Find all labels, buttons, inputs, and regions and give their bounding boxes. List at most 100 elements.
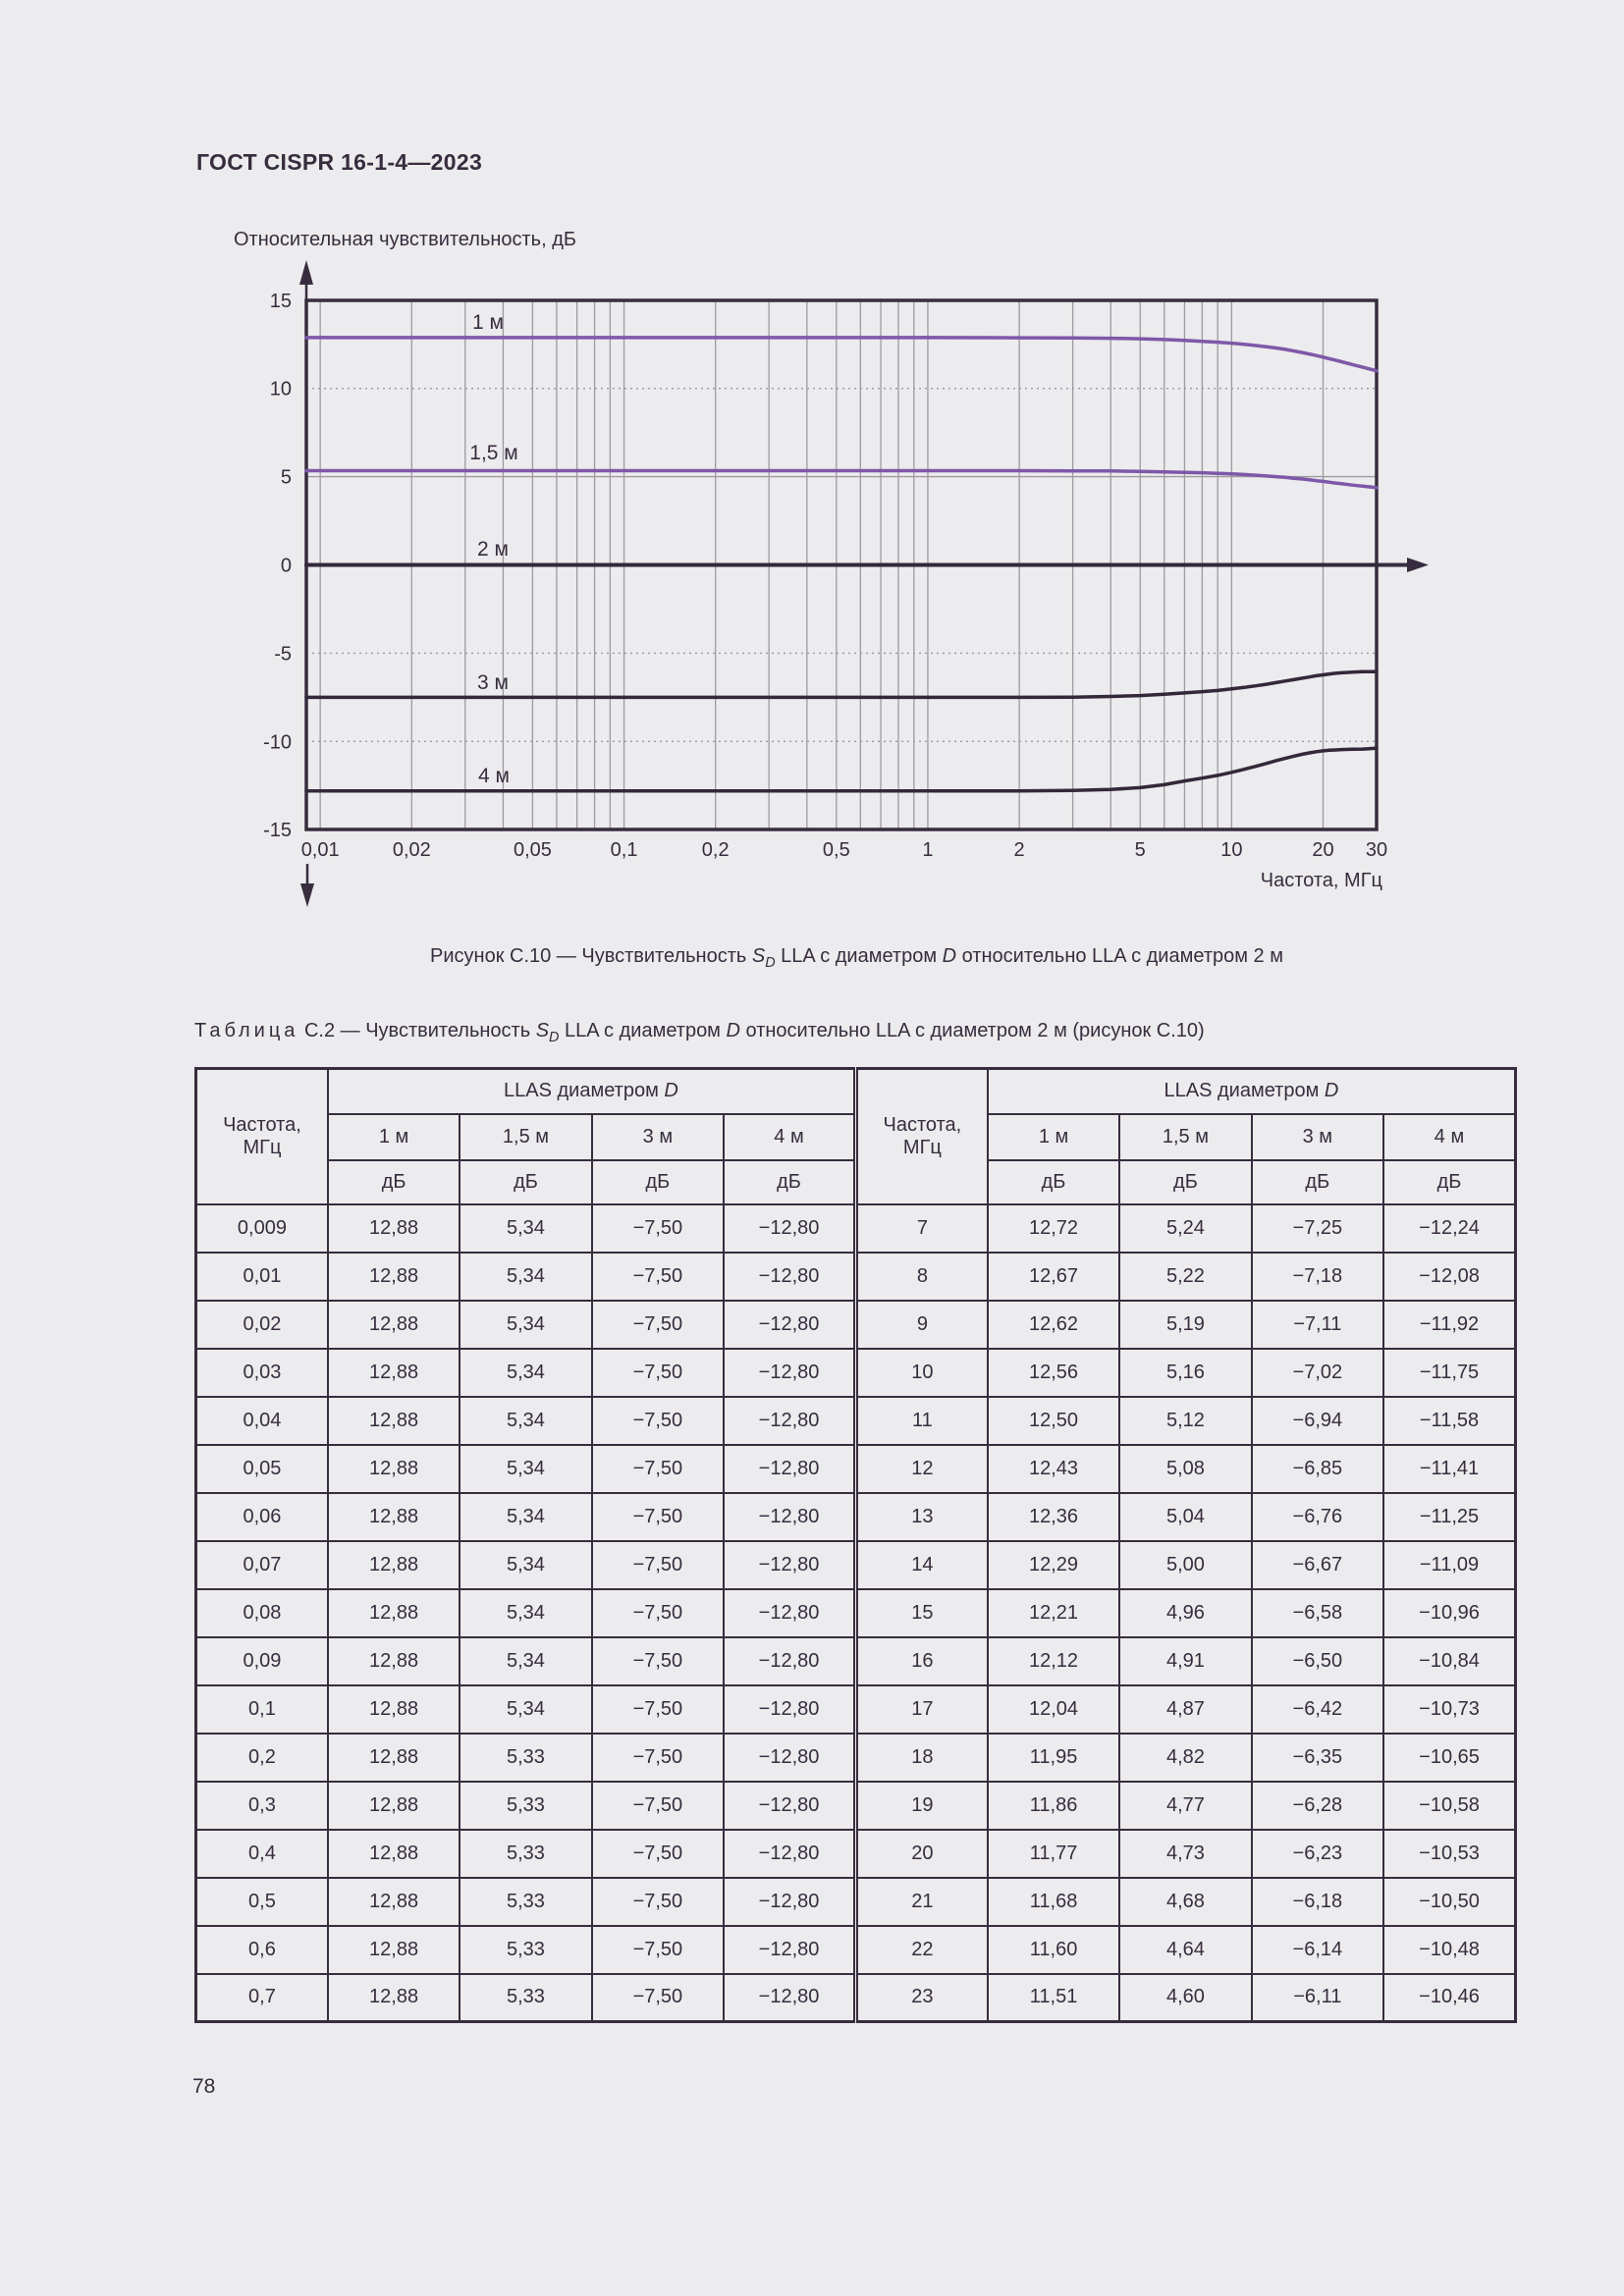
- value-cell: 12,88: [326, 1780, 461, 1831]
- freq-header-cell: Частота, МГц: [852, 1067, 989, 1205]
- frequency-cell: 21: [852, 1876, 989, 1927]
- value-cell: 12,43: [986, 1443, 1121, 1494]
- value-cell: −6,42: [1250, 1683, 1385, 1735]
- text-segment: D: [765, 955, 776, 972]
- unit-header-cell: дБ: [459, 1158, 593, 1205]
- value-cell: −7,50: [590, 1635, 726, 1686]
- y-tick-label: -15: [263, 820, 292, 841]
- frequency-cell: 0,009: [194, 1202, 329, 1254]
- x-tick-label: 0,1: [611, 839, 638, 861]
- value-cell: 12,12: [986, 1635, 1121, 1686]
- value-cell: −7,50: [590, 1491, 726, 1542]
- value-cell: −10,65: [1382, 1732, 1517, 1783]
- value-cell: 5,04: [1118, 1491, 1253, 1542]
- value-cell: 5,33: [459, 1972, 593, 2023]
- value-cell: 12,88: [326, 1539, 461, 1590]
- value-cell: −12,24: [1382, 1202, 1517, 1254]
- value-cell: 12,88: [326, 1202, 461, 1254]
- y-tick-label: 0: [281, 556, 292, 577]
- table-row: 0,6 12,88 5,33 −7,50 −12,80 22 11,60 4,64 −6,14−…: [194, 1924, 1517, 1975]
- frequency-cell: 0,01: [194, 1251, 329, 1302]
- value-cell: −12,80: [723, 1491, 857, 1542]
- curve-label: 1,5 м: [469, 442, 517, 464]
- text-segment: D: [1324, 1080, 1339, 1102]
- unit-header-cell: дБ: [1250, 1158, 1385, 1205]
- value-cell: 5,34: [459, 1635, 593, 1686]
- value-cell: 4,96: [1118, 1587, 1253, 1638]
- value-cell: 5,34: [459, 1491, 593, 1542]
- text-segment: относительно LLA с диаметром 2 м: [956, 945, 1283, 967]
- curve-label: 3 м: [477, 671, 509, 694]
- table-row: 0,2 12,88 5,33 −7,50 −12,80 18 11,95 4,82 −6,35−…: [194, 1732, 1517, 1783]
- text-segment: LLAS диаметром: [1164, 1080, 1325, 1102]
- x-tick-label: 0,05: [514, 839, 552, 861]
- value-cell: −12,80: [723, 1876, 857, 1927]
- value-cell: −7,18: [1250, 1251, 1385, 1302]
- frequency-cell: 0,04: [194, 1395, 329, 1446]
- value-cell: 5,34: [459, 1539, 593, 1590]
- table-row: 0,06 12,88 5,34 −7,50 −12,80 13 12,36 5,04 −6,76…: [194, 1491, 1517, 1542]
- value-cell: 12,88: [326, 1251, 461, 1302]
- value-cell: 4,77: [1118, 1780, 1253, 1831]
- x-tick-label: 0,2: [702, 839, 730, 861]
- value-cell: 5,12: [1118, 1395, 1253, 1446]
- x-tick-label: 1: [922, 839, 933, 861]
- value-cell: −7,25: [1250, 1202, 1385, 1254]
- x-tick-label: 5: [1135, 839, 1146, 861]
- value-cell: −12,80: [723, 1635, 857, 1686]
- value-cell: 12,88: [326, 1683, 461, 1735]
- value-cell: −10,48: [1382, 1924, 1517, 1975]
- value-cell: 5,34: [459, 1443, 593, 1494]
- x-tick-label: 30: [1366, 839, 1387, 861]
- frequency-cell: 18: [852, 1732, 989, 1783]
- curve-label: 4 м: [478, 765, 510, 787]
- text-segment: Рисунок С.10 — Чувствительность: [430, 945, 752, 967]
- value-cell: −12,80: [723, 1202, 857, 1254]
- unit-header-cell: дБ: [1118, 1158, 1253, 1205]
- curve-1: [304, 336, 1379, 373]
- frequency-cell: 0,09: [194, 1635, 329, 1686]
- y-tick-label: 15: [270, 291, 292, 312]
- value-cell: −12,80: [723, 1732, 857, 1783]
- table-row: 0,03 12,88 5,34 −7,50 −12,80 10 12,56 5,16 −7,02…: [194, 1347, 1517, 1398]
- value-cell: −12,80: [723, 1780, 857, 1831]
- value-cell: 5,34: [459, 1683, 593, 1735]
- value-cell: −7,50: [590, 1202, 726, 1254]
- value-cell: −6,58: [1250, 1587, 1385, 1638]
- group-header-cell: LLAS диаметром D: [326, 1067, 857, 1115]
- value-cell: −7,50: [590, 1780, 726, 1831]
- value-cell: −7,50: [590, 1683, 726, 1735]
- freq-header-cell: Частота, МГц: [194, 1067, 329, 1205]
- unit-header-cell: дБ: [723, 1158, 857, 1205]
- text-segment: LLAS диаметром: [504, 1080, 665, 1102]
- value-cell: −7,50: [590, 1539, 726, 1590]
- value-cell: 12,88: [326, 1443, 461, 1494]
- value-cell: 12,88: [326, 1587, 461, 1638]
- table-row: 0,7 12,88 5,33 −7,50 −12,80 23 11,51 4,60 −6,11−…: [194, 1972, 1517, 2023]
- text-segment: D: [549, 1030, 560, 1046]
- value-cell: 12,88: [326, 1732, 461, 1783]
- text-segment: LLA с диаметром: [775, 945, 943, 967]
- value-cell: −10,50: [1382, 1876, 1517, 1927]
- value-cell: −10,46: [1382, 1972, 1517, 2023]
- value-cell: −12,80: [723, 1299, 857, 1350]
- value-cell: 5,34: [459, 1251, 593, 1302]
- frequency-cell: 0,06: [194, 1491, 329, 1542]
- value-cell: −6,14: [1250, 1924, 1385, 1975]
- unit-header-cell: дБ: [986, 1158, 1121, 1205]
- text-segment: LLA с диаметром: [559, 1020, 727, 1041]
- value-cell: 12,50: [986, 1395, 1121, 1446]
- value-cell: −6,67: [1250, 1539, 1385, 1590]
- diameter-header-cell: 1 м: [326, 1112, 461, 1161]
- value-cell: −7,11: [1250, 1299, 1385, 1350]
- table-row: 0,4 12,88 5,33 −7,50 −12,80 20 11,77 4,73 −6,23−…: [194, 1828, 1517, 1879]
- frequency-cell: 23: [852, 1972, 989, 2023]
- figure-caption: Рисунок С.10 — Чувствительность SD LLA с…: [196, 945, 1517, 971]
- table-row: 0,08 12,88 5,34 −7,50 −12,80 15 12,21 4,96 −6,58…: [194, 1587, 1517, 1638]
- curve-label: 1 м: [472, 311, 504, 334]
- value-cell: 5,33: [459, 1876, 593, 1927]
- curve-5: [304, 746, 1379, 793]
- table-row: 0,09 12,88 5,34 −7,50 −12,80 16 12,12 4,91 −6,50…: [194, 1635, 1517, 1686]
- frequency-cell: 19: [852, 1780, 989, 1831]
- value-cell: 5,34: [459, 1395, 593, 1446]
